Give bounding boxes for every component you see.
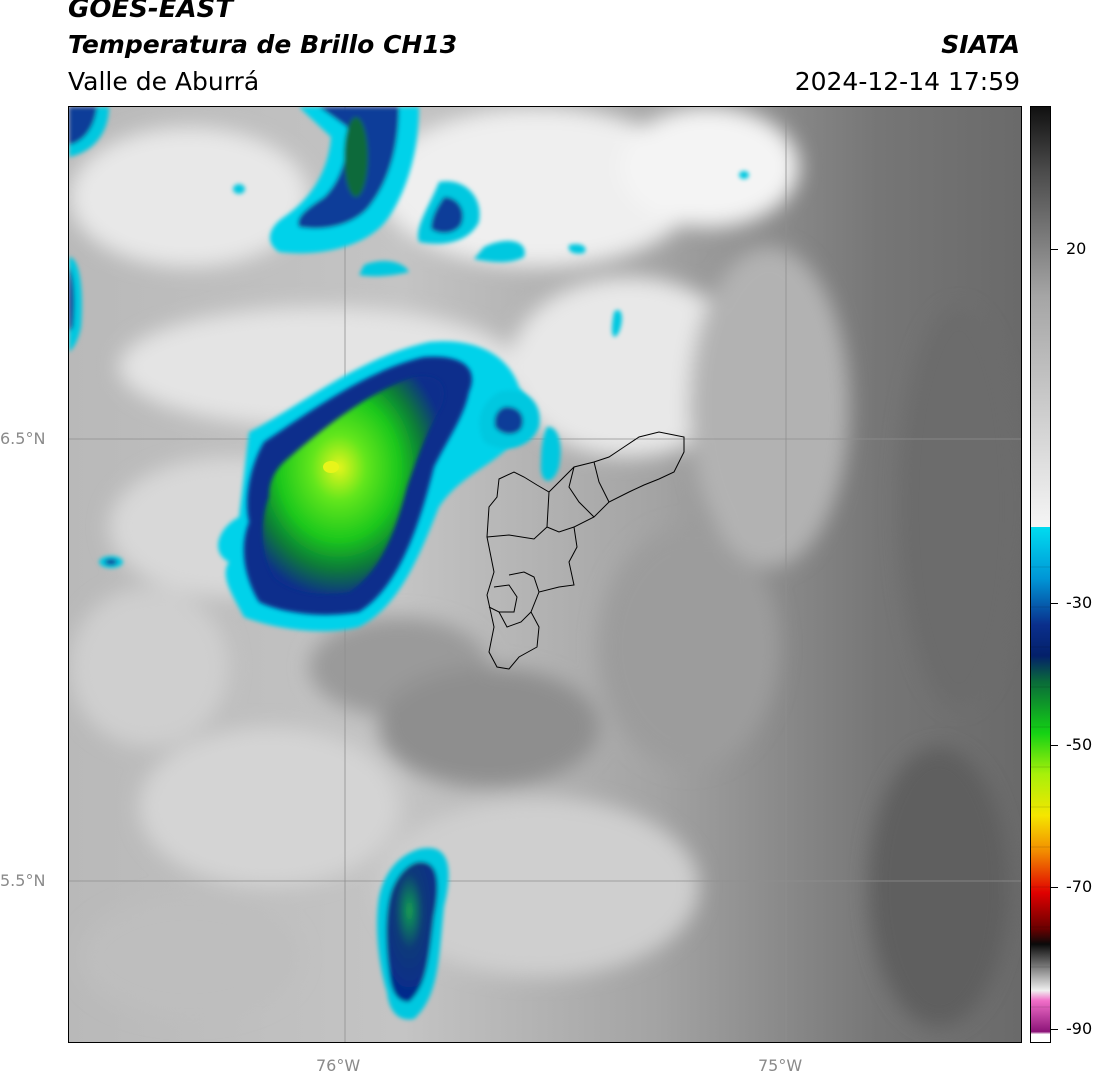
colorbar-tick-minus30 [1050, 603, 1058, 604]
colorbar-tick-20 [1050, 249, 1058, 250]
satellite-map[interactable] [68, 106, 1022, 1043]
lon-label-76w: 76°W [316, 1056, 361, 1075]
lat-label-6-5: 6.5°N [0, 429, 46, 448]
convective-cell-main [218, 341, 533, 632]
agency-title: SIATA [941, 30, 1020, 59]
datetime-label: 2024-12-14 17:59 [794, 67, 1020, 96]
colorbar-tick-minus90 [1050, 1029, 1058, 1030]
colorbar-tick-minus70 [1050, 887, 1058, 888]
region-title: Valle de Aburrá [68, 67, 260, 96]
colorbar-label-minus30: -30 [1066, 593, 1093, 612]
satellite-title: GOES-EAST [68, 0, 234, 24]
cloud-south [376, 847, 449, 1020]
lat-label-5-5: 5.5°N [0, 871, 46, 890]
map-canvas [69, 107, 1021, 1042]
colorbar-label-20: 20 [1066, 239, 1087, 258]
colorbar-label-minus90: -90 [1066, 1019, 1093, 1038]
colorbar-canvas [1031, 107, 1050, 1042]
cloud-north [69, 107, 749, 568]
cloud-east-lobes [479, 390, 561, 481]
colorbar-tick-minus50 [1050, 745, 1058, 746]
lon-label-75w: 75°W [758, 1056, 803, 1075]
colorbar-label-minus70: -70 [1066, 877, 1093, 896]
colorbar-label-minus50: -50 [1066, 735, 1093, 754]
colorbar [1030, 106, 1051, 1043]
product-title: Temperatura de Brillo CH13 [68, 30, 458, 59]
aburra-boundaries [486, 431, 685, 670]
